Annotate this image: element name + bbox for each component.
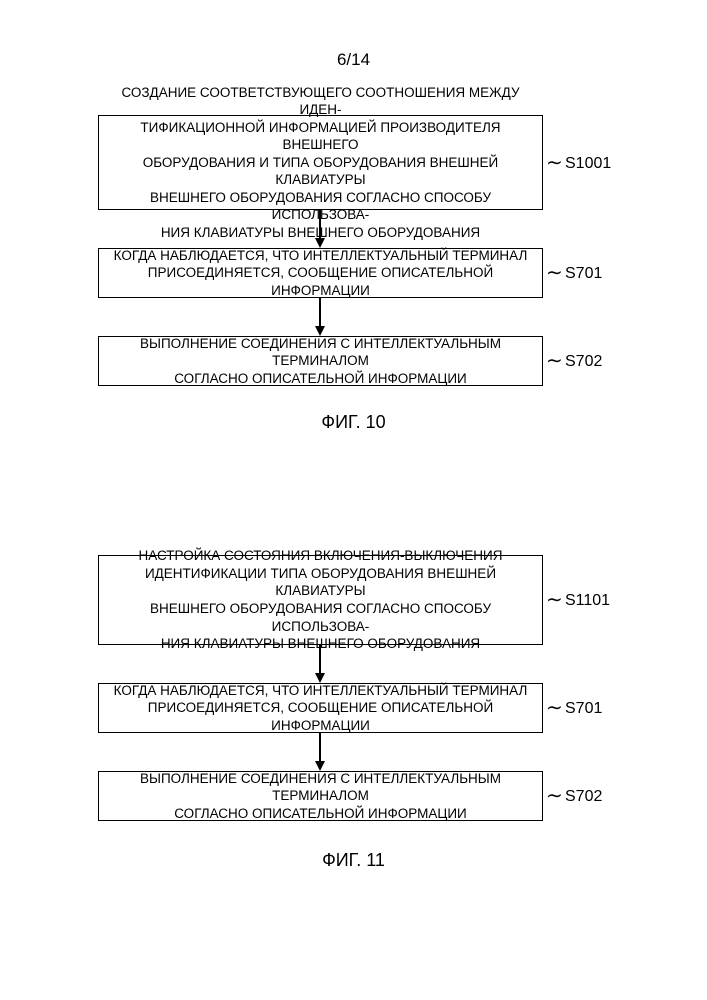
- fig10-box-s702: ВЫПОЛНЕНИЕ СОЕДИНЕНИЯ С ИНТЕЛЛЕКТУАЛЬНЫМ…: [98, 336, 543, 386]
- fig11-box1-text: НАСТРОЙКА СОСТОЯНИЯ ВКЛЮЧЕНИЯ-ВЫКЛЮЧЕНИЯ…: [109, 547, 532, 652]
- page-number: 6/14: [0, 50, 707, 70]
- connector-tilde: ∼: [546, 590, 563, 610]
- fig10-label-s701: S701: [565, 265, 602, 283]
- fig10-label-s702: S702: [565, 353, 602, 371]
- connector-tilde: ∼: [546, 351, 563, 371]
- fig10-box2-text: КОГДА НАБЛЮДАЕТСЯ, ЧТО ИНТЕЛЛЕКТУАЛЬНЫЙ …: [109, 247, 532, 300]
- fig11-box-s702: ВЫПОЛНЕНИЕ СОЕДИНЕНИЯ С ИНТЕЛЛЕКТУАЛЬНЫМ…: [98, 771, 543, 821]
- fig11-box2-text: КОГДА НАБЛЮДАЕТСЯ, ЧТО ИНТЕЛЛЕКТУАЛЬНЫЙ …: [109, 682, 532, 735]
- fig11-label-s701: S701: [565, 700, 602, 718]
- fig11-label-s702: S702: [565, 788, 602, 806]
- fig10-label-s1001: S1001: [565, 155, 611, 173]
- fig11-box-s1101: НАСТРОЙКА СОСТОЯНИЯ ВКЛЮЧЕНИЯ-ВЫКЛЮЧЕНИЯ…: [98, 555, 543, 645]
- fig11-box-s701: КОГДА НАБЛЮДАЕТСЯ, ЧТО ИНТЕЛЛЕКТУАЛЬНЫЙ …: [98, 683, 543, 733]
- fig10-box-s1001: СОЗДАНИЕ СООТВЕТСТВУЮЩЕГО СООТНОШЕНИЯ МЕ…: [98, 115, 543, 210]
- connector-tilde: ∼: [546, 263, 563, 283]
- arrow-4: [319, 733, 321, 761]
- connector-tilde: ∼: [546, 698, 563, 718]
- arrow-3: [319, 645, 321, 673]
- arrow-1: [319, 210, 321, 238]
- connector-tilde: ∼: [546, 786, 563, 806]
- connector-tilde: ∼: [546, 153, 563, 173]
- fig11-caption: ФИГ. 11: [0, 850, 707, 871]
- fig10-caption: ФИГ. 10: [0, 412, 707, 433]
- fig10-box-s701: КОГДА НАБЛЮДАЕТСЯ, ЧТО ИНТЕЛЛЕКТУАЛЬНЫЙ …: [98, 248, 543, 298]
- fig11-box3-text: ВЫПОЛНЕНИЕ СОЕДИНЕНИЯ С ИНТЕЛЛЕКТУАЛЬНЫМ…: [109, 770, 532, 823]
- arrow-2: [319, 298, 321, 326]
- fig10-box3-text: ВЫПОЛНЕНИЕ СОЕДИНЕНИЯ С ИНТЕЛЛЕКТУАЛЬНЫМ…: [109, 335, 532, 388]
- fig10-box1-text: СОЗДАНИЕ СООТВЕТСТВУЮЩЕГО СООТНОШЕНИЯ МЕ…: [109, 84, 532, 242]
- fig11-label-s1101: S1101: [565, 592, 610, 610]
